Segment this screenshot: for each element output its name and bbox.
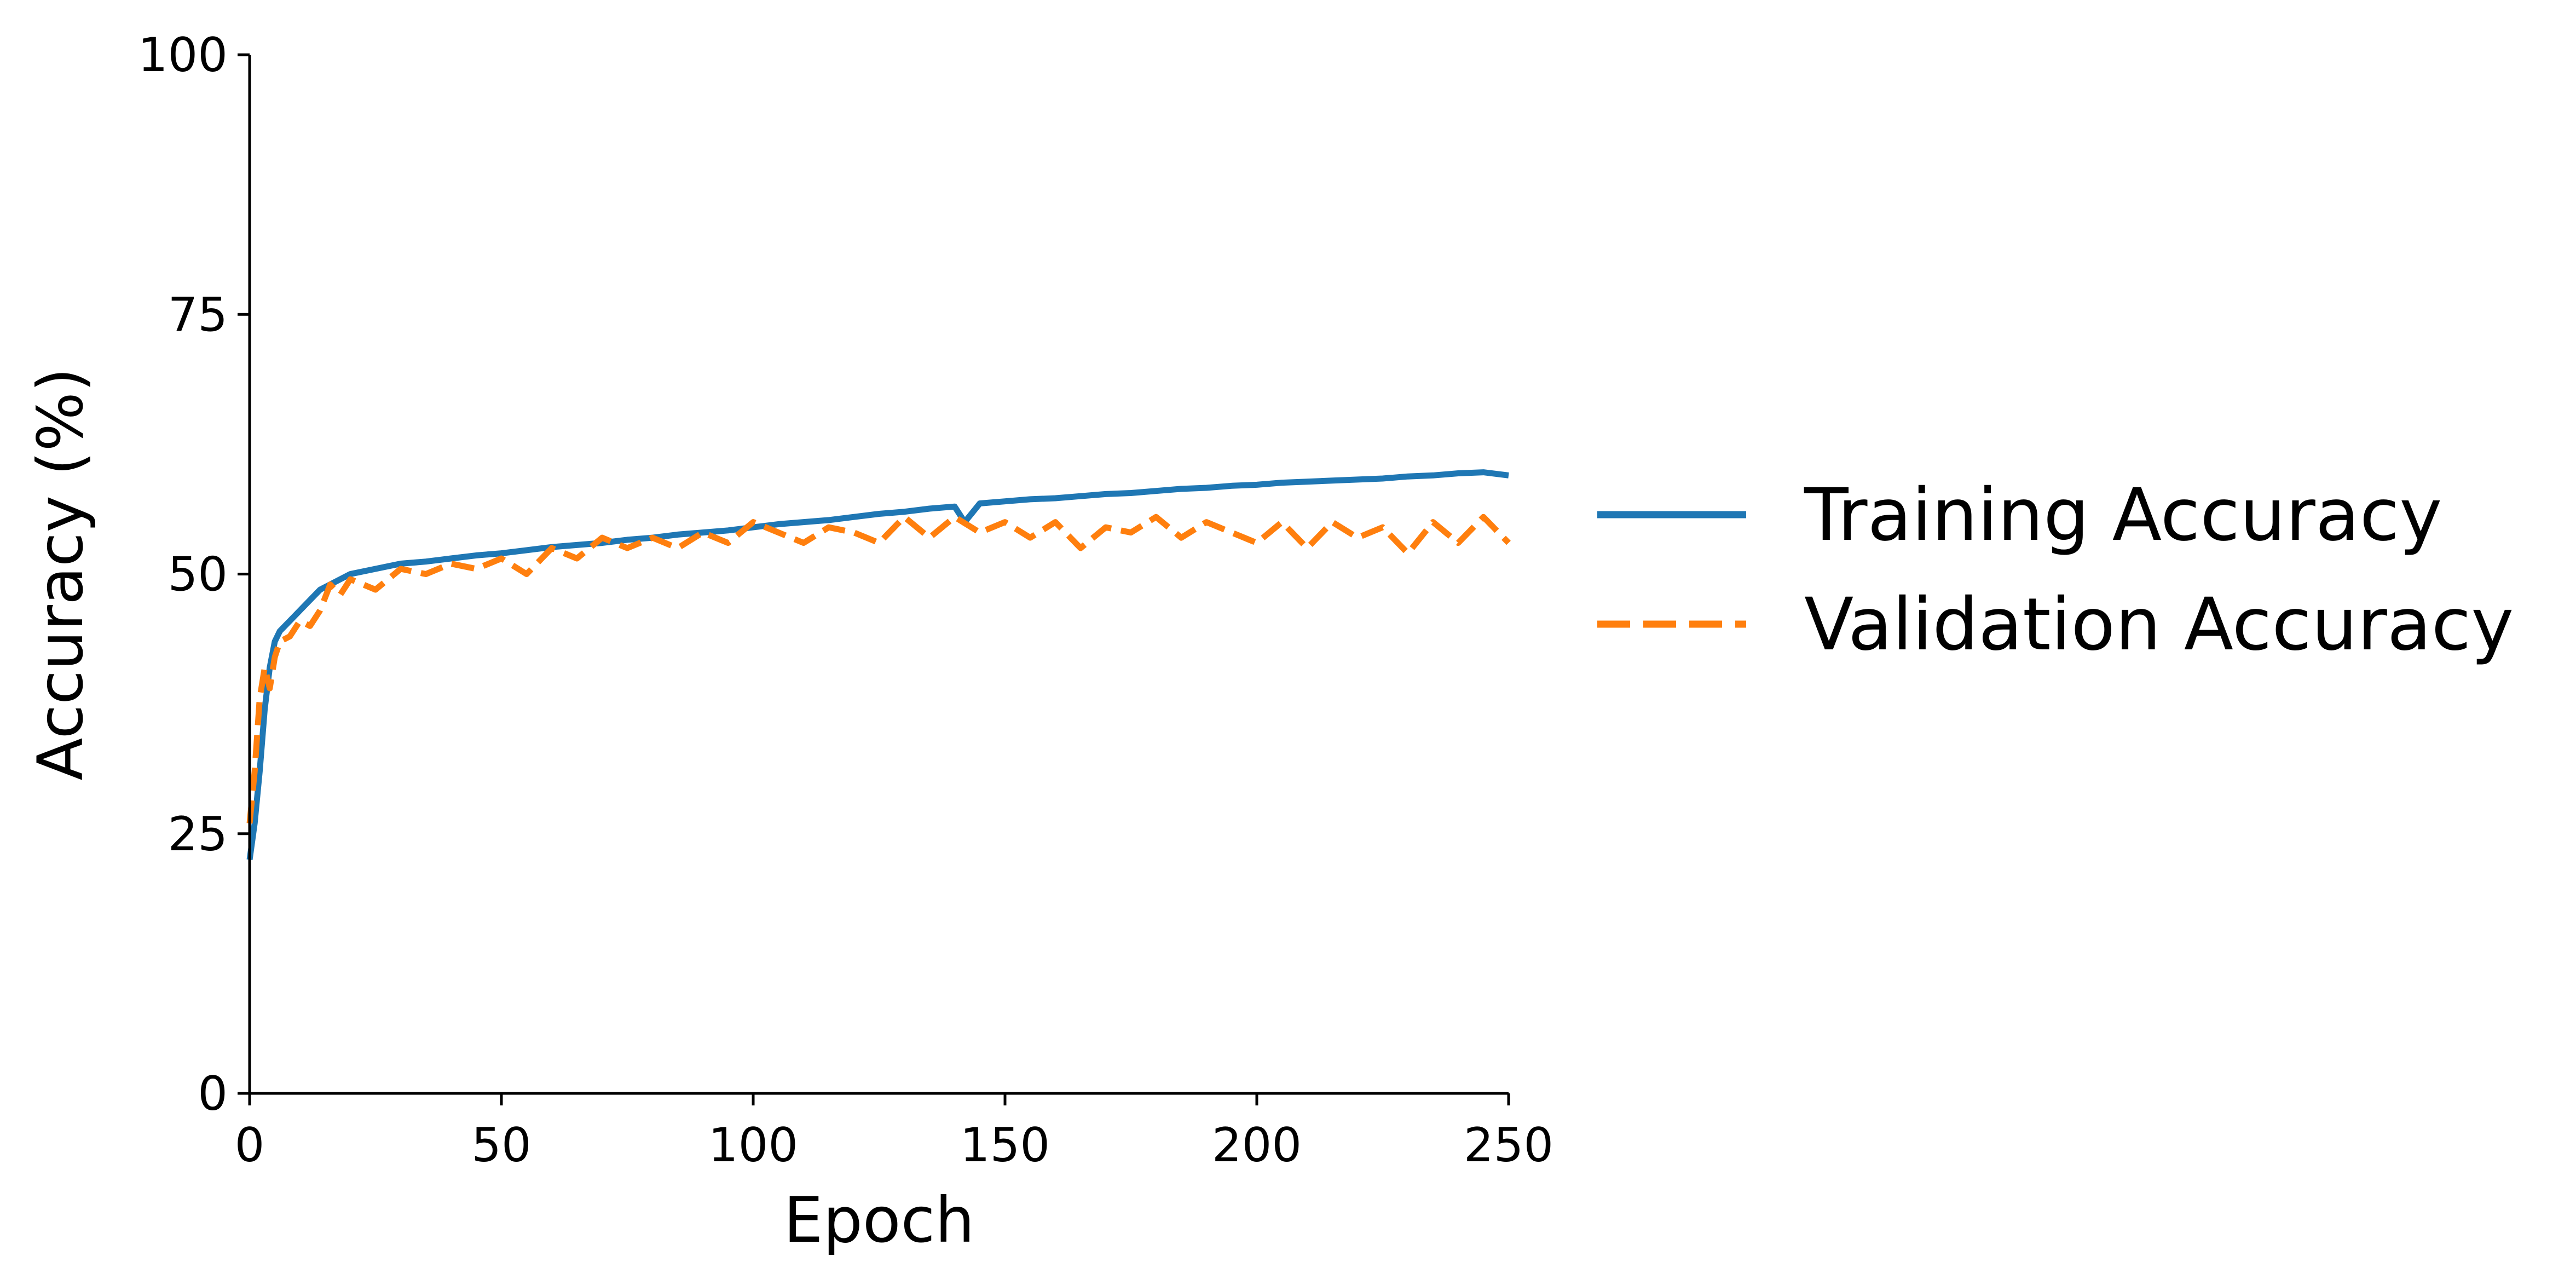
plot-lines <box>246 469 1511 860</box>
x-tick-label: 0 <box>235 1118 265 1173</box>
series-line-0 <box>246 469 1509 860</box>
legend-label-0: Training Accuracy <box>1804 473 2442 557</box>
x-tick-label: 50 <box>471 1118 531 1173</box>
y-tick-label: 75 <box>168 287 228 342</box>
x-tick-label: 150 <box>960 1118 1050 1173</box>
legend: Training Accuracy Validation Accuracy <box>1597 473 2514 667</box>
y-tick-label: 25 <box>168 807 228 862</box>
legend-label-1: Validation Accuracy <box>1804 583 2514 667</box>
y-axis-title: Accuracy (%) <box>24 368 97 781</box>
x-tick-label: 100 <box>708 1118 798 1173</box>
x-tick-label: 200 <box>1212 1118 1302 1173</box>
y-tick-label: 50 <box>168 548 228 602</box>
series-line-1 <box>246 514 1511 824</box>
x-tick-label: 250 <box>1464 1118 1553 1173</box>
x-axis-title: Epoch <box>783 1184 974 1257</box>
y-ticks: 0 25 50 75 100 <box>138 28 250 1121</box>
y-tick-label: 100 <box>138 28 228 83</box>
y-tick-label: 0 <box>198 1067 228 1121</box>
x-ticks: 0 50 100 150 200 250 <box>235 1093 1553 1173</box>
